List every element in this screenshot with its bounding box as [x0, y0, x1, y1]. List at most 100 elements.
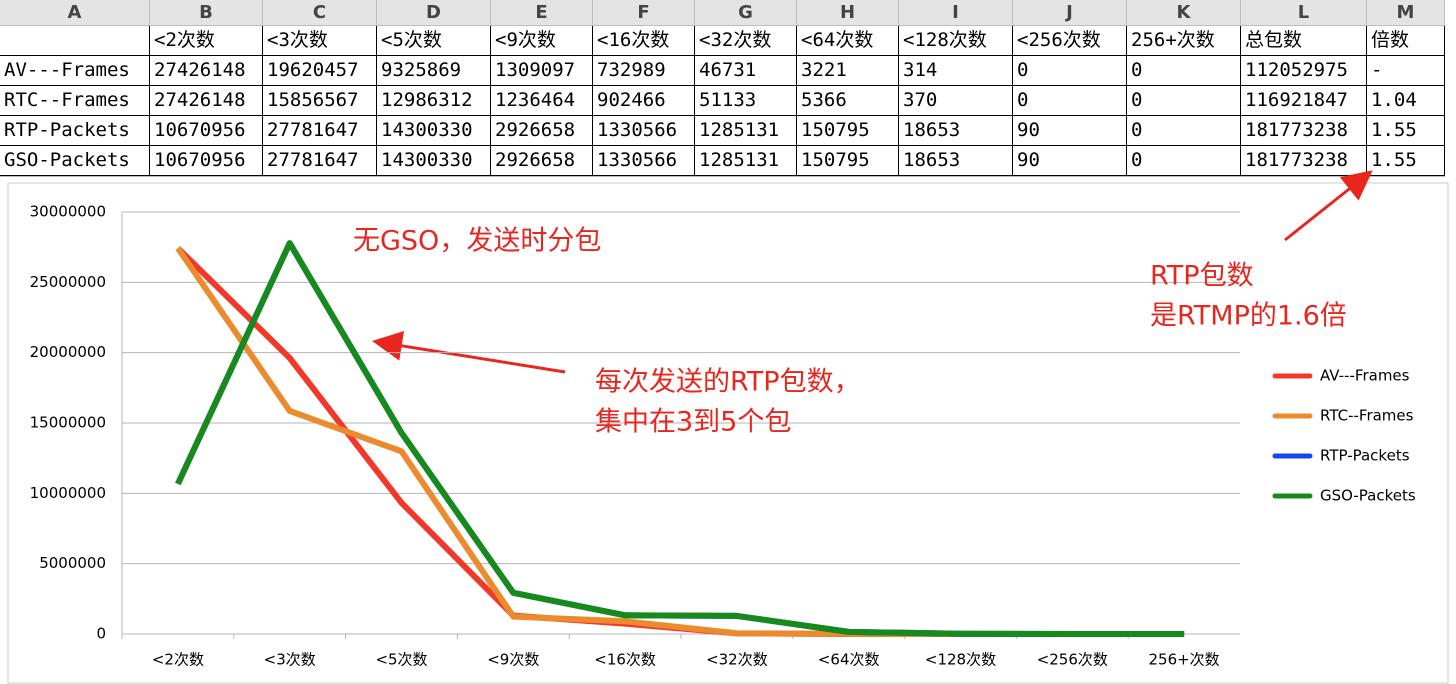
series-line	[175, 240, 1185, 637]
y-tick-label: 10000000	[30, 484, 106, 502]
column-header: J	[1013, 0, 1127, 26]
row-label: RTP-Packets	[0, 116, 150, 146]
cell: 10670956	[150, 116, 263, 146]
cell: 0	[1013, 86, 1127, 116]
cell	[491, 176, 593, 177]
cell: 181773238	[1241, 146, 1367, 176]
cell: 181773238	[1241, 116, 1367, 146]
x-tick-label: 256+次数	[1148, 651, 1219, 669]
column-header: C	[263, 0, 377, 26]
cell: 18653	[899, 116, 1013, 146]
cell: 14300330	[377, 116, 491, 146]
column-header: B	[150, 0, 263, 26]
x-tick-label: <128次数	[925, 651, 996, 669]
x-tick-label: <64次数	[818, 651, 880, 669]
cell: 18653	[899, 146, 1013, 176]
y-tick-label: 30000000	[30, 203, 106, 221]
cell: 12986312	[377, 86, 491, 116]
cell	[1127, 176, 1241, 177]
header-cell: <3次数	[263, 26, 377, 56]
cell: -	[1367, 56, 1445, 86]
cell: 27426148	[150, 56, 263, 86]
cell: 150795	[797, 116, 899, 146]
cell	[0, 176, 150, 177]
legend-label: GSO-Packets	[1320, 487, 1416, 505]
cell: 3221	[797, 56, 899, 86]
cell: 1285131	[695, 146, 797, 176]
x-tick-label: <16次数	[594, 651, 656, 669]
annotation: RTP包数	[1150, 261, 1254, 292]
cell: 90	[1013, 146, 1127, 176]
cell: 1.04	[1367, 86, 1445, 116]
column-header: D	[377, 0, 491, 26]
y-tick-label: 0	[96, 625, 106, 643]
header-cell: <256次数	[1013, 26, 1127, 56]
cell: 10670956	[150, 146, 263, 176]
row-label: RTC--Frames	[0, 86, 150, 116]
x-tick-label: <3次数	[264, 651, 316, 669]
header-cell: <16次数	[593, 26, 695, 56]
column-header: A	[0, 0, 150, 26]
legend-label: AV---Frames	[1320, 367, 1410, 385]
header-cell: 倍数	[1367, 26, 1445, 56]
annotation: 是RTMP的1.6倍	[1150, 301, 1347, 332]
cell: 1236464	[491, 86, 593, 116]
cell	[0, 26, 150, 56]
cell	[150, 176, 263, 177]
cell	[797, 176, 899, 177]
cell: 0	[1127, 56, 1241, 86]
cell: 370	[899, 86, 1013, 116]
cell: 46731	[695, 56, 797, 86]
column-header: F	[593, 0, 695, 26]
cell: 902466	[593, 86, 695, 116]
cell: 27781647	[263, 116, 377, 146]
cell: 1309097	[491, 56, 593, 86]
x-tick-label: <2次数	[152, 651, 204, 669]
annotation: 集中在3到5个包	[595, 407, 791, 438]
cell: 112052975	[1241, 56, 1367, 86]
cell	[377, 176, 491, 177]
cell: 1285131	[695, 116, 797, 146]
cell	[593, 176, 695, 177]
cell: 732989	[593, 56, 695, 86]
y-tick-label: 20000000	[30, 343, 106, 361]
cell: 19620457	[263, 56, 377, 86]
cell: 1.55	[1367, 116, 1445, 146]
arrow	[1284, 170, 1373, 242]
x-tick-label: <5次数	[375, 651, 427, 669]
column-header: L	[1241, 0, 1367, 26]
header-cell: <128次数	[899, 26, 1013, 56]
legend-label: RTP-Packets	[1320, 447, 1410, 465]
column-header: H	[797, 0, 899, 26]
header-cell: <5次数	[377, 26, 491, 56]
cell: 1330566	[593, 116, 695, 146]
x-tick-label: <256次数	[1037, 651, 1108, 669]
cell	[263, 176, 377, 177]
column-header: K	[1127, 0, 1241, 26]
cell: 14300330	[377, 146, 491, 176]
cell: 2926658	[491, 116, 593, 146]
chart-area	[7, 182, 1449, 684]
cell: 0	[1127, 86, 1241, 116]
cell	[1367, 176, 1445, 177]
y-tick-label: 15000000	[30, 414, 106, 432]
row-label: GSO-Packets	[0, 146, 150, 176]
cell: 27426148	[150, 86, 263, 116]
cell: 1.55	[1367, 146, 1445, 176]
column-header: G	[695, 0, 797, 26]
cell: 5366	[797, 86, 899, 116]
cell: 0	[1127, 146, 1241, 176]
cell: 150795	[797, 146, 899, 176]
header-cell: <2次数	[150, 26, 263, 56]
cell: 314	[899, 56, 1013, 86]
column-header: M	[1367, 0, 1445, 26]
cell: 1330566	[593, 146, 695, 176]
column-header: E	[491, 0, 593, 26]
header-cell: 总包数	[1241, 26, 1367, 56]
column-header: I	[899, 0, 1013, 26]
arrow	[372, 330, 566, 374]
header-cell: <9次数	[491, 26, 593, 56]
row-label: AV---Frames	[0, 56, 150, 86]
cell: 9325869	[377, 56, 491, 86]
